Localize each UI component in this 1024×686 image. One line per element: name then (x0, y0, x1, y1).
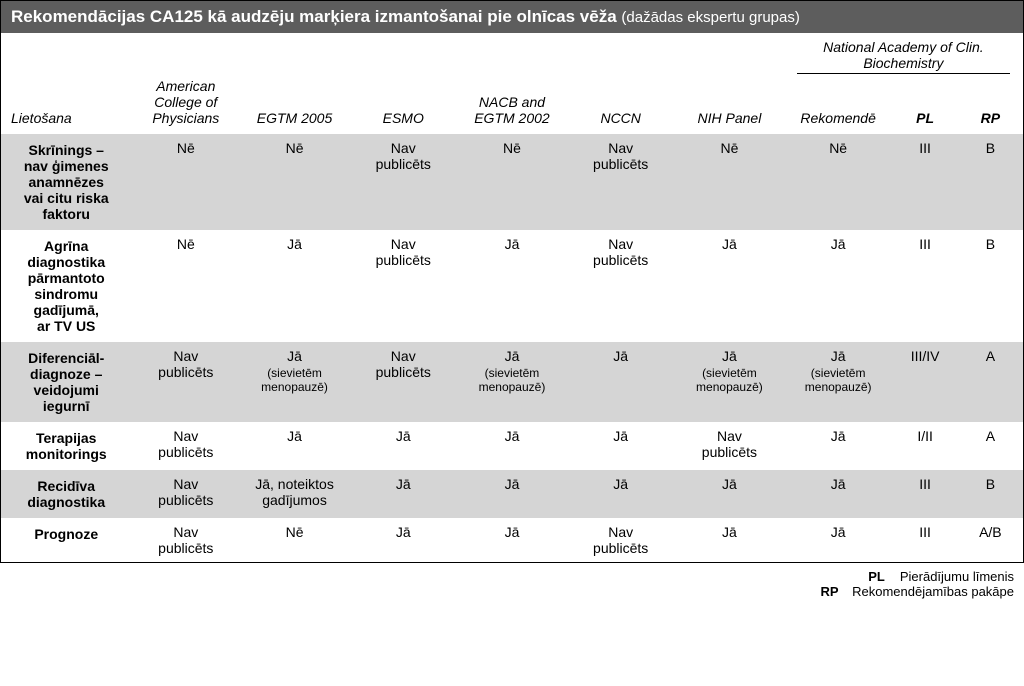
col-egtm: EGTM 2005 (240, 74, 349, 134)
legend-pl-abbr: PL (868, 569, 896, 584)
cell-rp: A/B (958, 518, 1023, 562)
table-row: Skrīnings –nav ģimenesanamnēzesvai citu … (1, 134, 1023, 230)
cell-acp: Navpublicēts (131, 470, 240, 518)
cell-nacb: Jā (458, 470, 567, 518)
table-row: Agrīnadiagnostikapārmantotosindromugadīj… (1, 230, 1023, 342)
cell-nih: Jā (675, 470, 784, 518)
cell-nccn: Jā (566, 470, 675, 518)
cell-nacb: Nē (458, 134, 567, 230)
cell-pl: III (893, 518, 958, 562)
col-esmo: ESMO (349, 74, 458, 134)
row-label: Diferenciāl-diagnoze –veidojumiiegurnī (1, 342, 131, 422)
cell-esmo: Navpublicēts (349, 230, 458, 342)
recommendations-table: Rekomendācijas CA125 kā audzēju marķiera… (0, 0, 1024, 563)
cell-rp: A (958, 342, 1023, 422)
col-nccn: NCCN (566, 74, 675, 134)
cell-nacb: Jā (458, 518, 567, 562)
cell-rp: B (958, 230, 1023, 342)
supergroup-label: National Academy of Clin. Biochemistry (797, 39, 1010, 74)
cell-esmo: Jā (349, 422, 458, 470)
row-label: Skrīnings –nav ģimenesanamnēzesvai citu … (1, 134, 131, 230)
legend-rp-abbr: RP (820, 584, 848, 599)
cell-esmo: Navpublicēts (349, 342, 458, 422)
row-label: Agrīnadiagnostikapārmantotosindromugadīj… (1, 230, 131, 342)
cell-pl: I/II (893, 422, 958, 470)
cell-pl: III/IV (893, 342, 958, 422)
legend-row-pl: PL Pierādījumu līmenis (868, 569, 1014, 584)
cell-egtm: Jā(sievietēmmenopauzē) (240, 342, 349, 422)
table-row: Diferenciāl-diagnoze –veidojumiiegurnīNa… (1, 342, 1023, 422)
cell-nacb: Jā (458, 422, 567, 470)
cell-acp: Navpublicēts (131, 518, 240, 562)
cell-nccn: Jā (566, 342, 675, 422)
table-row: RecidīvadiagnostikaNavpublicētsJā, notei… (1, 470, 1023, 518)
cell-nih: Nē (675, 134, 784, 230)
cell-nih: Jā(sievietēmmenopauzē) (675, 342, 784, 422)
cell-rec: Jā (784, 230, 893, 342)
col-nacb: NACB and EGTM 2002 (458, 74, 567, 134)
title-paren: (dažādas ekspertu grupas) (621, 9, 799, 26)
table-row: TerapijasmonitoringsNavpublicētsJāJāJāJā… (1, 422, 1023, 470)
table-row: PrognozeNavpublicētsNēJāJāNavpublicētsJā… (1, 518, 1023, 562)
cell-nih: Jā (675, 518, 784, 562)
cell-nccn: Navpublicēts (566, 230, 675, 342)
cell-pl: III (893, 470, 958, 518)
cell-rec: Jā (784, 518, 893, 562)
col-rec: Rekomendē (784, 74, 893, 134)
col-acp: American College of Physicians (131, 74, 240, 134)
cell-nccn: Navpublicēts (566, 134, 675, 230)
cell-acp: Navpublicēts (131, 342, 240, 422)
cell-rp: B (958, 134, 1023, 230)
legend-row-rp: RP Rekomendējamības pakāpe (820, 584, 1014, 599)
data-table: National Academy of Clin. Biochemistry L… (1, 33, 1023, 562)
cell-rp: B (958, 470, 1023, 518)
col-use: Lietošana (1, 74, 131, 134)
cell-pl: III (893, 134, 958, 230)
cell-egtm: Jā (240, 230, 349, 342)
cell-esmo: Jā (349, 518, 458, 562)
cell-pl: III (893, 230, 958, 342)
cell-esmo: Navpublicēts (349, 134, 458, 230)
title-main: Rekomendācijas CA125 kā audzēju marķiera… (11, 7, 617, 26)
legend: PL Pierādījumu līmenis RP Rekomendējamīb… (0, 563, 1024, 605)
cell-egtm: Jā, noteiktosgadījumos (240, 470, 349, 518)
table-head: National Academy of Clin. Biochemistry L… (1, 33, 1023, 134)
cell-acp: Nē (131, 134, 240, 230)
cell-nccn: Navpublicēts (566, 518, 675, 562)
supergroup-cell: National Academy of Clin. Biochemistry (784, 33, 1023, 74)
row-label: Recidīvadiagnostika (1, 470, 131, 518)
col-nih: NIH Panel (675, 74, 784, 134)
cell-acp: Navpublicēts (131, 422, 240, 470)
cell-nih: Jā (675, 230, 784, 342)
cell-rec: Jā (784, 422, 893, 470)
legend-rp-text: Rekomendējamības pakāpe (852, 584, 1014, 599)
cell-egtm: Jā (240, 422, 349, 470)
legend-pl-text: Pierādījumu līmenis (900, 569, 1014, 584)
cell-rec: Nē (784, 134, 893, 230)
cell-egtm: Nē (240, 518, 349, 562)
cell-egtm: Nē (240, 134, 349, 230)
cell-nacb: Jā(sievietēmmenopauzē) (458, 342, 567, 422)
cell-nccn: Jā (566, 422, 675, 470)
col-pl: PL (893, 74, 958, 134)
supergroup-row: National Academy of Clin. Biochemistry (1, 33, 1023, 74)
header-row: Lietošana American College of Physicians… (1, 74, 1023, 134)
cell-esmo: Jā (349, 470, 458, 518)
table-body: Skrīnings –nav ģimenesanamnēzesvai citu … (1, 134, 1023, 562)
row-label: Terapijasmonitorings (1, 422, 131, 470)
cell-rp: A (958, 422, 1023, 470)
row-label: Prognoze (1, 518, 131, 562)
cell-nih: Navpublicēts (675, 422, 784, 470)
cell-nacb: Jā (458, 230, 567, 342)
cell-rec: Jā (784, 470, 893, 518)
cell-rec: Jā(sievietēmmenopauzē) (784, 342, 893, 422)
table-title: Rekomendācijas CA125 kā audzēju marķiera… (1, 1, 1023, 33)
cell-acp: Nē (131, 230, 240, 342)
col-rp: RP (958, 74, 1023, 134)
